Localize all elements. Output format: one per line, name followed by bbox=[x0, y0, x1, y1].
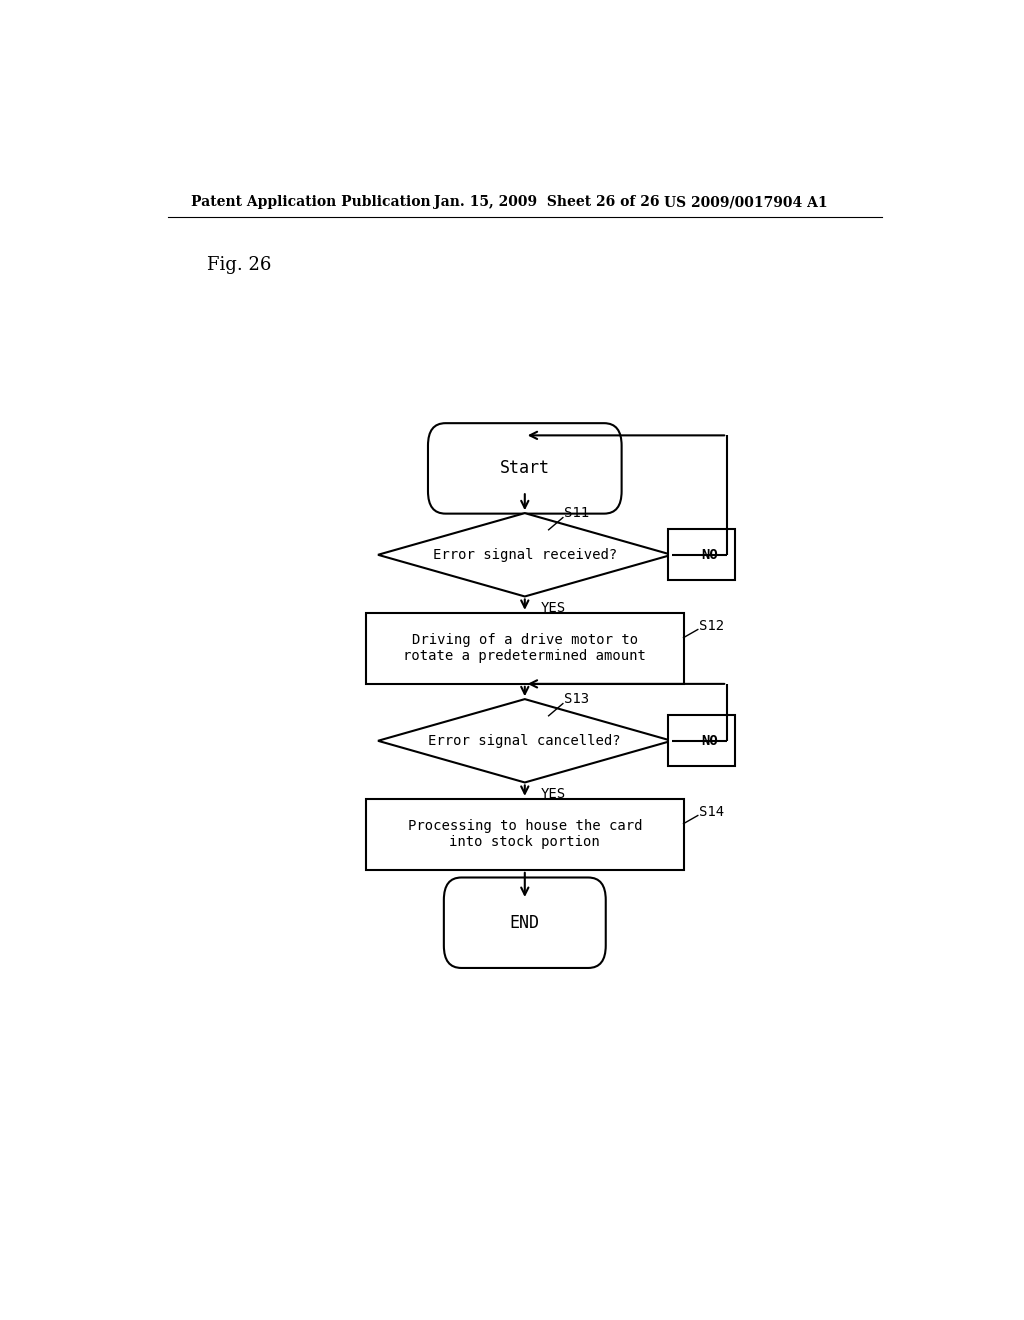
Text: S11: S11 bbox=[564, 506, 590, 520]
Text: S12: S12 bbox=[699, 619, 725, 632]
Bar bbox=[367, 799, 684, 870]
Bar bbox=[367, 612, 684, 684]
Bar bbox=[668, 715, 735, 766]
Text: S13: S13 bbox=[564, 692, 590, 706]
Polygon shape bbox=[378, 513, 672, 597]
Text: YES: YES bbox=[541, 787, 566, 800]
Text: Jan. 15, 2009  Sheet 26 of 26: Jan. 15, 2009 Sheet 26 of 26 bbox=[433, 195, 659, 209]
Text: Error signal cancelled?: Error signal cancelled? bbox=[428, 734, 622, 748]
Text: Error signal received?: Error signal received? bbox=[433, 548, 616, 562]
Text: Driving of a drive motor to
rotate a predetermined amount: Driving of a drive motor to rotate a pre… bbox=[403, 634, 646, 664]
Text: Fig. 26: Fig. 26 bbox=[207, 256, 271, 275]
Text: NO: NO bbox=[701, 548, 718, 562]
Text: S14: S14 bbox=[699, 805, 725, 818]
Text: Start: Start bbox=[500, 459, 550, 478]
FancyBboxPatch shape bbox=[443, 878, 606, 968]
Text: US 2009/0017904 A1: US 2009/0017904 A1 bbox=[664, 195, 827, 209]
Text: Patent Application Publication: Patent Application Publication bbox=[191, 195, 431, 209]
Text: END: END bbox=[510, 913, 540, 932]
Text: NO: NO bbox=[701, 734, 718, 748]
Polygon shape bbox=[378, 700, 672, 783]
Text: YES: YES bbox=[541, 601, 566, 615]
Bar bbox=[668, 529, 735, 581]
FancyBboxPatch shape bbox=[428, 424, 622, 513]
Text: Processing to house the card
into stock portion: Processing to house the card into stock … bbox=[408, 820, 642, 849]
